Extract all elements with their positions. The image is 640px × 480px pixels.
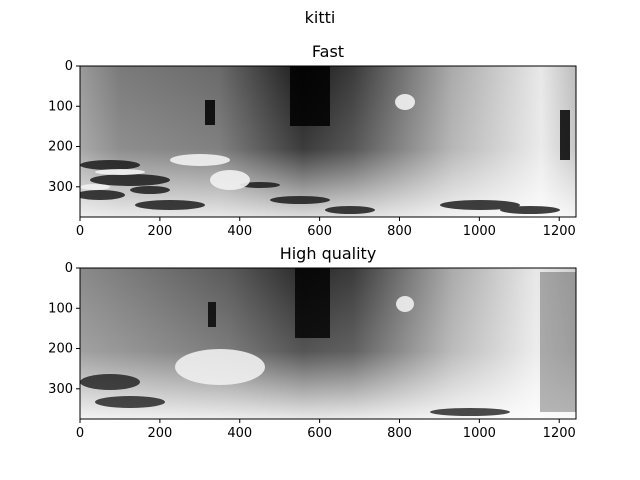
- panel-hq-frame: [79, 267, 577, 420]
- y-tick-label: 200: [48, 140, 73, 155]
- y-tick-label: 300: [48, 180, 73, 195]
- x-tick-label: 1200: [543, 426, 576, 441]
- x-tick-label: 400: [227, 426, 252, 441]
- depth-image-fast: [80, 66, 576, 217]
- panel-fast-title: Fast: [311, 42, 345, 61]
- depth-image-hq: [80, 268, 576, 419]
- x-tick-label: 800: [387, 426, 412, 441]
- x-tick-label: 400: [227, 224, 252, 239]
- x-tick-label: 600: [307, 426, 332, 441]
- y-tick-label: 200: [48, 342, 73, 357]
- figure-title: kitti: [304, 8, 336, 27]
- y-tick-label: 0: [65, 59, 73, 74]
- y-tick-label: 100: [48, 99, 73, 114]
- x-tick-label: 1200: [543, 224, 576, 239]
- x-tick-label: 0: [76, 224, 84, 239]
- x-tick-label: 0: [76, 426, 84, 441]
- x-tick-label: 800: [387, 224, 412, 239]
- x-tick-label: 600: [307, 224, 332, 239]
- panel-fast-frame: [79, 65, 577, 218]
- x-tick-label: 200: [147, 426, 172, 441]
- x-tick-label: 1000: [463, 426, 496, 441]
- panel-hq-title: High quality: [279, 244, 377, 263]
- panel-fast-plot: 0 200 400 600 800 1000 1200 0 100 200 300: [48, 59, 577, 239]
- y-tick-label: 100: [48, 301, 73, 316]
- panel-hq-plot: 0 200 400 600 800 1000 1200 0 100 200 300: [48, 261, 577, 441]
- x-tick-label: 200: [147, 224, 172, 239]
- x-tick-label: 1000: [463, 224, 496, 239]
- y-tick-label: 0: [65, 261, 73, 276]
- y-tick-label: 300: [48, 382, 73, 397]
